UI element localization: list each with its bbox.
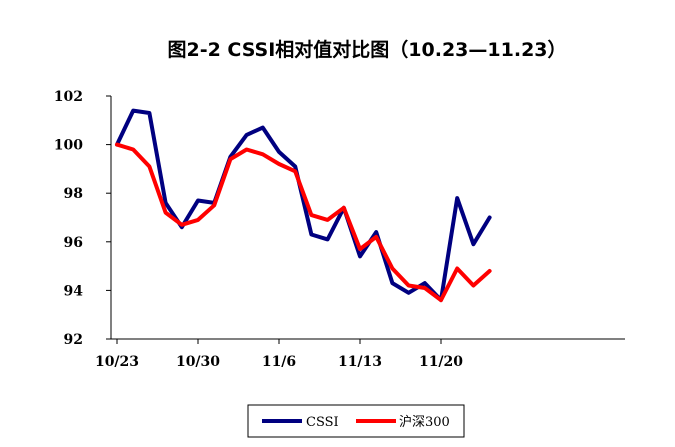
y-tick-label: 102 xyxy=(54,89,83,105)
x-axis: 10/23 10/30 11/6 11/13 11/20 xyxy=(95,338,625,370)
x-tick-label: 10/23 xyxy=(95,354,139,370)
series-layer xyxy=(115,108,492,303)
y-tick-label: 98 xyxy=(64,186,83,202)
y-tick-label: 100 xyxy=(54,138,83,154)
x-tick-label: 11/20 xyxy=(419,354,463,370)
series-line-hs300 xyxy=(115,142,492,303)
x-tick-label: 11/6 xyxy=(262,354,296,370)
y-tick-label: 92 xyxy=(64,332,83,348)
series-line-cssi xyxy=(115,108,492,303)
legend-label-hs300: 沪深300 xyxy=(399,414,450,430)
y-tick-label: 94 xyxy=(64,283,84,299)
legend: CSSI 沪深300 xyxy=(247,404,465,438)
legend-label-cssi: CSSI xyxy=(306,415,339,430)
x-tick-label: 11/13 xyxy=(338,354,382,370)
chart-title: 图2-2 CSSI相对值对比图（10.23—11.23） xyxy=(167,38,566,61)
y-axis: 92 94 96 98 100 102 xyxy=(54,89,112,348)
x-tick-label: 10/30 xyxy=(176,354,220,370)
y-tick-label: 96 xyxy=(64,235,83,251)
